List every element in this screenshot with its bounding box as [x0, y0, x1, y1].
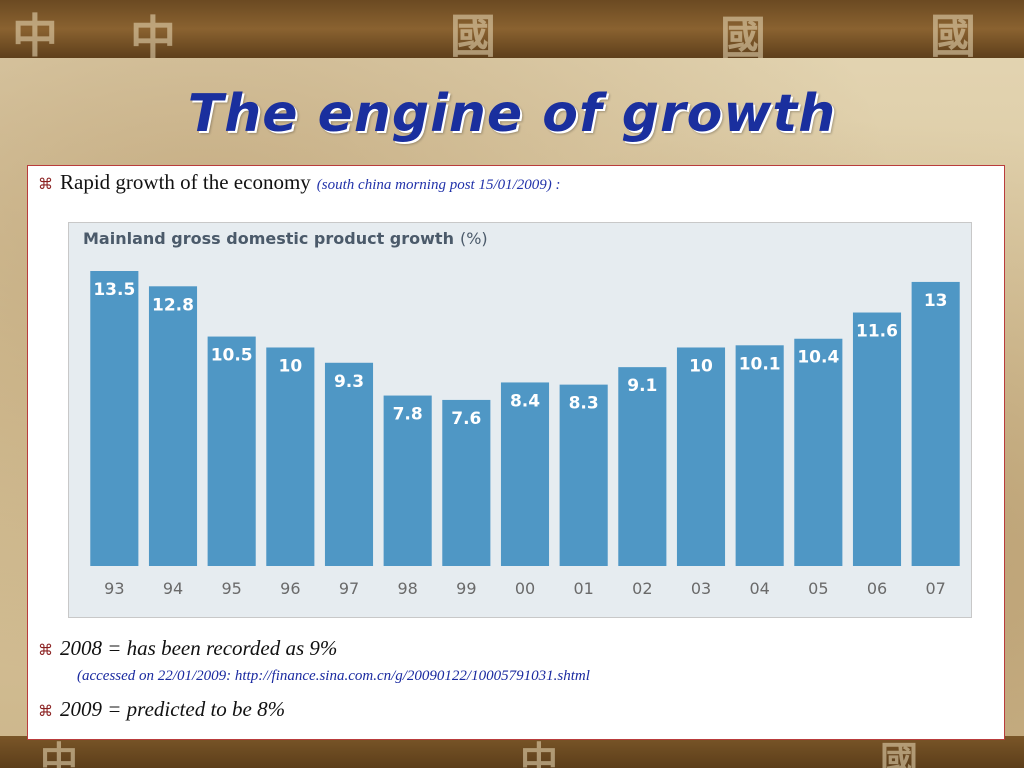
bar-05 [794, 338, 843, 566]
x-tick-label-95: 95 [221, 579, 241, 598]
bar-96 [266, 347, 315, 566]
data-label-93: 13.5 [93, 280, 135, 300]
data-label-05: 10.4 [797, 348, 839, 368]
x-tick-label-99: 99 [456, 579, 476, 598]
bar-07 [911, 281, 960, 566]
x-tick-label-07: 07 [925, 579, 945, 598]
bar-94 [148, 286, 198, 566]
calligraphy-glyph: 中 [40, 738, 79, 768]
data-label-00: 8.4 [510, 391, 540, 411]
calligraphy-glyph: 國 [450, 9, 496, 58]
x-tick-label-05: 05 [808, 579, 828, 598]
bar-98 [383, 395, 432, 566]
slide-title: The engine of growth [187, 84, 837, 144]
bullet-text: 2008 = has been recorded as 9% [60, 636, 338, 660]
bullet-text: Rapid growth of the economy [60, 170, 311, 194]
command-key-icon: ⌘ [38, 702, 53, 720]
calligraphy-glyph: 中 [130, 11, 176, 58]
bullet-text: 2009 = predicted to be 8% [60, 697, 286, 721]
data-label-04: 10.1 [739, 354, 781, 374]
bar-04 [735, 345, 784, 566]
x-tick-label-96: 96 [280, 579, 300, 598]
bullet-economy-growth: ⌘ Rapid growth of the economy (south chi… [38, 170, 561, 195]
chart-title: Mainland gross domestic product growth (%… [83, 229, 488, 248]
data-label-97: 9.3 [334, 372, 364, 392]
bullet-2009: ⌘ 2009 = predicted to be 8% [38, 697, 285, 722]
data-label-96: 10 [278, 356, 302, 376]
top-calligraphy-banner: 中 中 國 國 國 [0, 0, 1024, 58]
bar-02 [618, 367, 667, 566]
bar-03 [676, 347, 726, 566]
x-tick-label-06: 06 [867, 579, 887, 598]
calligraphy-glyph: 中 [12, 9, 58, 58]
chart-unit: (%) [459, 229, 488, 248]
x-tick-label-94: 94 [163, 579, 183, 598]
data-label-03: 10 [689, 356, 713, 376]
bar-93 [90, 271, 139, 566]
data-label-02: 9.1 [627, 376, 657, 396]
bullet-2008: ⌘ 2008 = has been recorded as 9% [38, 636, 337, 661]
x-tick-label-93: 93 [104, 579, 124, 598]
data-label-07: 13 [924, 291, 948, 311]
calligraphy-glyph: 中 [520, 738, 559, 768]
bar-01 [559, 384, 608, 566]
calligraphy-glyph: 國 [720, 11, 766, 58]
source-citation: (south china morning post 15/01/2009) : [316, 177, 561, 193]
data-label-95: 10.5 [211, 346, 253, 366]
x-tick-label-04: 04 [749, 579, 769, 598]
gdp-growth-chart: 13.5 93 12.8 94 10.5 95 10 96 9.3 97 7.8 98 7.6 99 8.4… [68, 222, 972, 618]
calligraphy-glyph: 國 [880, 738, 919, 768]
bar-97 [324, 362, 374, 566]
bottom-calligraphy-banner: 中 中 國 [0, 736, 1024, 768]
x-tick-label-03: 03 [691, 579, 711, 598]
x-tick-label-00: 00 [515, 579, 535, 598]
x-tick-label-97: 97 [339, 579, 359, 598]
x-tick-label-01: 01 [573, 579, 593, 598]
data-label-99: 7.6 [451, 409, 481, 429]
x-tick-label-98: 98 [397, 579, 417, 598]
bar-06 [852, 312, 902, 566]
bar-95 [207, 336, 256, 566]
chart-title-text: Mainland gross domestic product growth [83, 229, 454, 248]
x-tick-label-02: 02 [632, 579, 652, 598]
data-label-06: 11.6 [856, 322, 898, 342]
command-key-icon: ⌘ [38, 175, 53, 193]
chart-canvas: 13.5 93 12.8 94 10.5 95 10 96 9.3 97 7.8 98 7.6 99 8.4… [90, 271, 960, 598]
data-label-01: 8.3 [569, 394, 599, 414]
data-label-98: 7.8 [393, 405, 423, 425]
bar-99 [442, 399, 491, 566]
calligraphy-glyph: 國 [930, 9, 976, 58]
command-key-icon: ⌘ [38, 641, 53, 659]
accessed-link-note: (accessed on 22/01/2009: http://finance.… [77, 668, 590, 684]
bar-00 [500, 382, 550, 566]
data-label-94: 12.8 [152, 295, 194, 315]
